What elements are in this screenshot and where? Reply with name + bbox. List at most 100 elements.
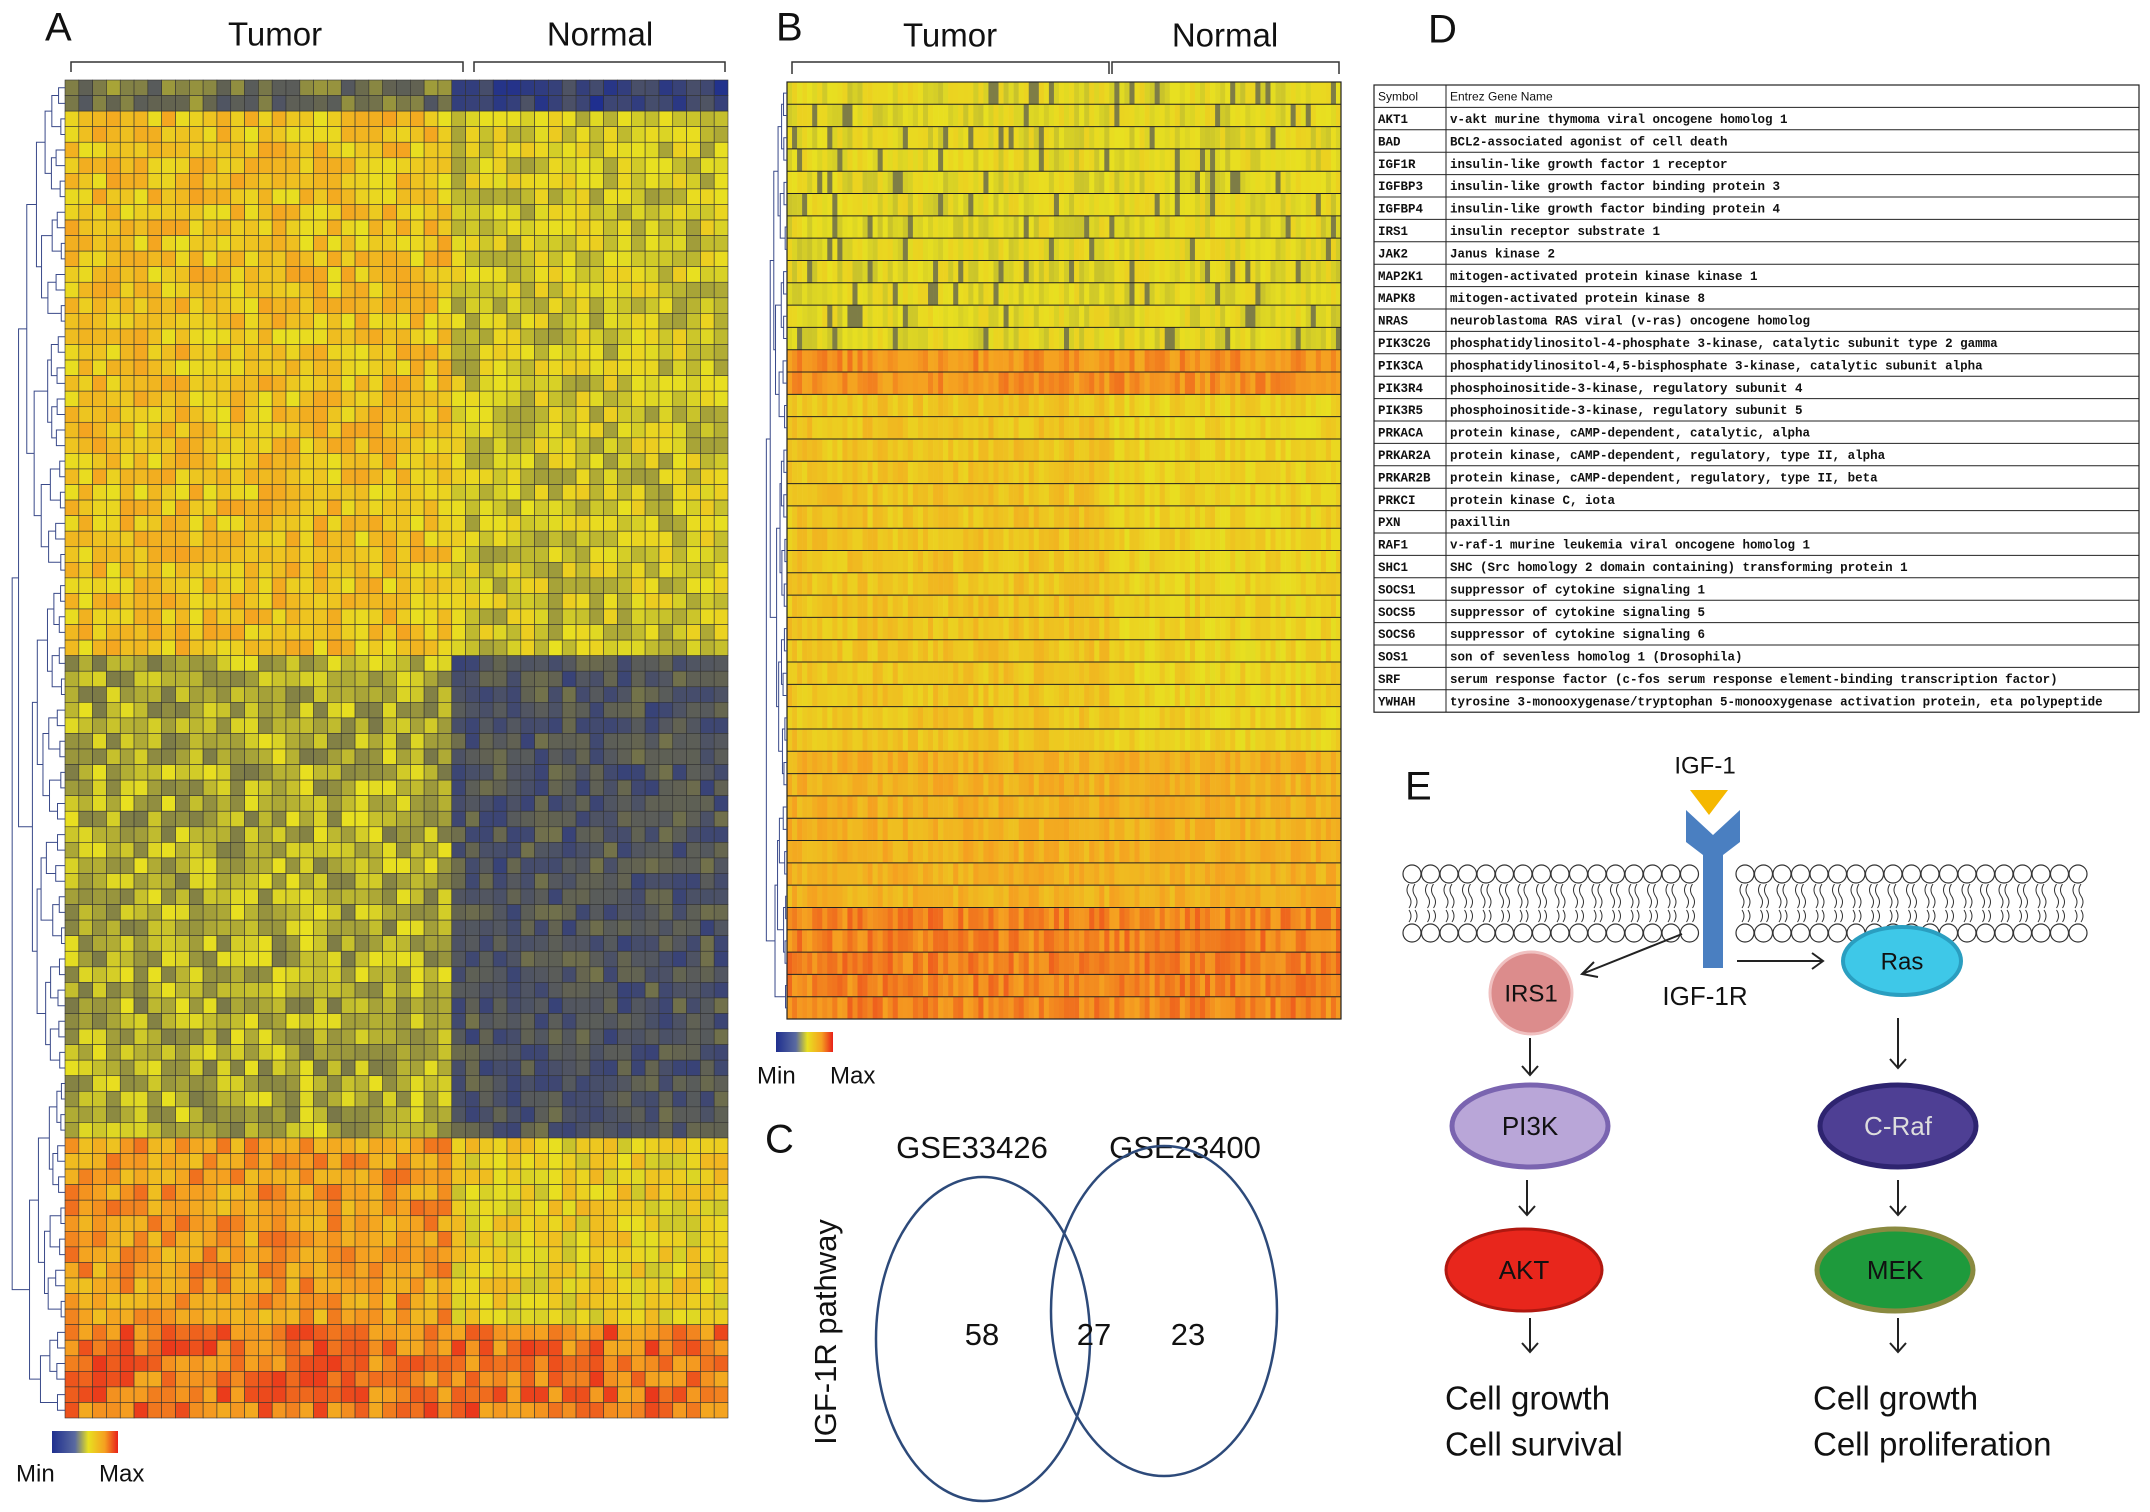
heatmap-cell: [672, 1028, 687, 1045]
heatmap-cell: [285, 173, 301, 190]
heatmap-cell: [672, 686, 687, 703]
heatmap-cell: [1109, 148, 1115, 172]
heatmap-cell: [299, 530, 314, 548]
heatmap-cell: [313, 204, 328, 221]
heatmap-cell: [368, 1137, 383, 1154]
heatmap-cell: [78, 1355, 93, 1372]
heatmap-cell: [161, 826, 176, 843]
heatmap-cell: [202, 873, 218, 890]
heatmap-cell: [1270, 104, 1276, 127]
heatmap-cell: [106, 904, 121, 921]
heatmap-cell: [244, 1293, 259, 1310]
heatmap-cell: [968, 193, 974, 216]
heatmap-cell: [230, 950, 245, 968]
heatmap-cell: [119, 1153, 135, 1170]
heatmap-cell: [64, 1090, 80, 1108]
heatmap-cell: [189, 702, 204, 719]
heatmap-cell: [327, 842, 342, 859]
heatmap-cell: [672, 810, 687, 828]
heatmap-cell: [299, 1293, 314, 1310]
heatmap-cell: [133, 826, 149, 843]
heatmap-cell: [64, 1339, 80, 1357]
heatmap-cell: [354, 1277, 370, 1294]
heatmap-cell: [1285, 126, 1291, 149]
heatmap-cell: [382, 1075, 397, 1092]
heatmap-cell: [92, 1199, 107, 1217]
heatmap-cell: [700, 593, 715, 610]
heatmap-cell: [1330, 171, 1337, 194]
heatmap-cell: [271, 499, 287, 516]
heatmap-cell: [658, 375, 674, 392]
heatmap-cell: [700, 1262, 715, 1279]
heatmap-cell: [658, 795, 674, 812]
heatmap-cell: [78, 982, 93, 999]
heatmap-cell: [437, 702, 453, 719]
heatmap-cell: [437, 530, 453, 548]
heatmap-cell: [617, 297, 632, 314]
heatmap-cell: [1013, 82, 1019, 105]
heatmap-cell: [175, 577, 190, 594]
heatmap-cell: [520, 266, 535, 283]
heatmap-cell: [479, 1324, 494, 1341]
heatmap-cell: [244, 1246, 259, 1263]
heatmap-cell: [230, 919, 245, 936]
heatmap-cell: [847, 171, 853, 194]
heatmap-cell: [285, 1246, 301, 1263]
heatmap-cell: [589, 499, 604, 516]
heatmap-cell: [216, 313, 232, 330]
heatmap-cell: [189, 1231, 204, 1248]
heatmap-cell: [147, 717, 162, 734]
heatmap-cell: [285, 1355, 301, 1372]
heatmap-cell: [423, 748, 439, 765]
heatmap-cell: [603, 157, 618, 174]
heatmap-cell: [189, 453, 204, 470]
heatmap-cell: [147, 982, 162, 999]
heatmap-cell: [78, 1324, 93, 1341]
heatmap-cell: [119, 997, 135, 1014]
heatmap-cell: [78, 1106, 93, 1123]
heatmap-cell: [644, 188, 660, 205]
heatmap-cell: [938, 148, 944, 172]
heatmap-cell: [1003, 215, 1009, 239]
heatmap-cell: [92, 1324, 107, 1341]
heatmap-cell: [672, 1277, 687, 1294]
heatmap-cell: [133, 421, 149, 439]
heatmap-cell: [644, 1075, 660, 1092]
heatmap-cell: [451, 79, 466, 96]
heatmap-cell: [534, 219, 549, 236]
heatmap-cell: [354, 421, 370, 439]
heatmap-cell: [1124, 193, 1130, 216]
heatmap-cell: [713, 1324, 729, 1341]
heatmap-cell: [862, 126, 868, 149]
heatmap-cell: [492, 157, 508, 174]
heatmap-cell: [244, 297, 259, 314]
heatmap-cell: [299, 484, 314, 501]
heatmap-cell: [354, 873, 370, 890]
heatmap-cell: [216, 1371, 232, 1388]
heatmap-cell: [672, 95, 687, 112]
heatmap-cell: [216, 810, 232, 828]
heatmap-cell: [410, 888, 425, 905]
heatmap-cell: [313, 966, 328, 983]
heatmap-cell: [479, 1184, 494, 1201]
heatmap-cell: [106, 1339, 121, 1357]
heatmap-cell: [617, 686, 632, 703]
heatmap-cell: [1275, 104, 1281, 127]
heatmap-cell: [862, 82, 868, 105]
heatmap-cell: [147, 966, 162, 983]
heatmap-cell: [465, 1059, 480, 1077]
heatmap-cell: [520, 421, 535, 439]
heatmap-cell: [258, 1013, 273, 1030]
heatmap-cell: [907, 193, 914, 216]
heatmap-cell: [561, 562, 577, 579]
heatmap-cell: [877, 82, 883, 105]
heatmap-cell: [534, 639, 549, 656]
heatmap-cell: [78, 873, 93, 890]
heatmap-cell: [603, 779, 618, 796]
heatmap-cell: [1094, 82, 1100, 105]
heatmap-cell: [1013, 238, 1019, 261]
heatmap-cell: [161, 453, 176, 470]
heatmap-cell: [822, 148, 828, 172]
heatmap-cell: [410, 670, 425, 688]
heatmap-cell: [548, 1262, 563, 1279]
